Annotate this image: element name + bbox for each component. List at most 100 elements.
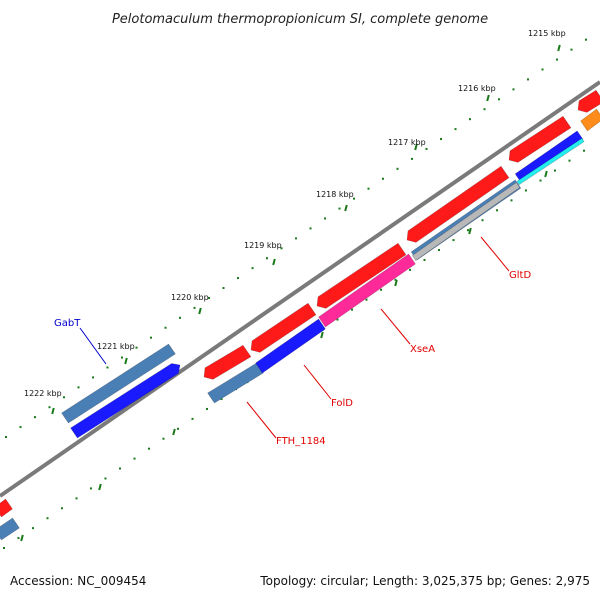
ruler-dots-inner [5,38,587,438]
ruler-lower-tick [468,227,472,235]
ruler-dot [61,507,63,510]
gene-label-FTH_1184: FTH_1184 [276,436,326,447]
callout-line-FolD [303,364,332,400]
ruler-major-tick [272,258,276,266]
ruler-lower-tick [20,534,24,542]
ruler-dot [440,138,442,141]
ruler-dot [409,268,411,271]
ruler-major-tick [51,407,55,415]
ruler-major-tick [198,307,202,315]
gene-label-GabT: GabT [54,318,81,329]
gene-feature [508,115,572,163]
ruler-dot [77,386,80,389]
ruler-dot [75,497,78,500]
ruler-major-tick [344,204,348,212]
ruler-dot [34,416,36,419]
gene-GabT-feature [61,343,176,424]
gene-callouts: GabT FTH_1184 FolD XseA GltD [54,236,531,447]
gene-XseA-feature [318,253,416,328]
tick-label: 1219 kbp [244,241,282,250]
ruler-dot [396,167,399,170]
ruler-dot [150,336,152,339]
gene-FTH_1184-feature [207,362,264,404]
genome-backbone [0,80,600,498]
ruler-dot [483,108,486,111]
ruler-dot [353,197,355,200]
ruler-dot [164,326,167,329]
ruler-dot [512,88,515,91]
ruler-dot [438,249,440,252]
gene-feature [0,517,20,541]
tick-label: 1221 kbp [97,342,135,351]
gene-feature [580,108,600,132]
ruler-dot [469,118,471,121]
ruler-dot [367,187,370,190]
ruler-dot [177,427,179,430]
ruler-dot [454,128,457,131]
ruler-dot [162,437,165,440]
ruler-lower-tick [98,483,102,491]
ruler-dot [5,436,7,438]
gene-feature [70,363,181,439]
ruler-dots-outer [3,149,585,549]
ruler-dot [266,257,268,260]
gene-features [0,89,600,541]
genome-info: Topology: circular; Length: 3,025,375 bp… [260,574,590,588]
ruler-dot [119,467,121,470]
ruler-dot [525,189,527,192]
ruler-dot [382,177,384,180]
ruler-dot [295,237,297,240]
ruler-dot [17,537,20,540]
ruler-dot [148,447,150,450]
ruler-dot [324,217,326,220]
ruler-ticks [20,44,561,542]
ruler-dot [452,239,455,242]
ruler-dot [556,58,558,61]
ruler-dot [527,78,529,81]
ruler-dot [220,398,223,401]
tick-label: 1218 kbp [316,190,354,199]
gene-FolD-feature [250,302,317,353]
ruler-dot [237,277,239,280]
ruler-lower-tick [172,428,176,436]
gene-feature [514,130,584,183]
gene-FTH_1184-feature [203,344,252,380]
ruler-dot [539,179,542,182]
gene-feature [516,137,585,186]
ruler-dot [179,316,181,319]
gene-label-XseA: XseA [410,344,435,355]
ruler-dot [208,296,210,299]
ruler-lower-tick [544,170,548,178]
ruler-major-tick [124,357,128,365]
ruler-dot [467,229,469,232]
gene-feature [577,89,600,113]
ruler-dot [394,278,397,281]
ruler-dot [554,169,556,172]
ruler-labels: 1215 kbp 1216 kbp 1217 kbp 1218 kbp 1219 kbp… [24,29,566,398]
ruler-dot [498,98,500,101]
callout-line-XseA [380,308,411,345]
ruler-dot [92,376,94,379]
callout-line-GltD [480,236,510,272]
ruler-dot [351,308,353,311]
gene-label-FolD: FolD [331,398,353,409]
ruler-dot [568,159,571,162]
callout-line-GabT [79,327,107,365]
ruler-dot [309,227,312,230]
ruler-dot [206,407,208,410]
ruler-lower-tick [394,279,398,287]
gene-GltD-feature [406,165,510,243]
gene-FolD-feature [255,318,326,374]
ruler-dot [411,157,413,160]
ruler-dot [541,68,544,71]
ruler-dot [510,199,513,202]
ruler-dot [193,306,196,309]
ruler-dot [191,417,194,420]
ruler-dot [365,298,368,301]
ruler-dot [380,288,382,291]
ruler-dot [570,48,573,51]
ruler-dot [425,147,428,150]
accession-label: Accession: NC_009454 [10,574,147,588]
ruler-dot [19,426,22,429]
